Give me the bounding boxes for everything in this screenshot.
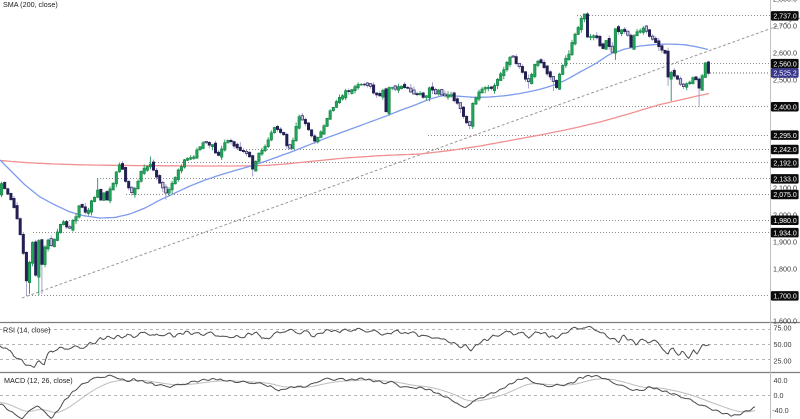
svg-text:1,700.0: 1,700.0	[773, 294, 796, 301]
svg-text:2,242.0: 2,242.0	[773, 147, 796, 154]
svg-text:2,800.0: 2,800.0	[773, 0, 797, 3]
svg-text:40.0: 40.0	[774, 376, 788, 385]
svg-text:-40.0: -40.0	[772, 406, 788, 415]
svg-text:75.00: 75.00	[774, 323, 792, 332]
svg-text:2,100.0: 2,100.0	[773, 183, 797, 192]
svg-text:50.00: 50.00	[774, 340, 792, 349]
svg-text:2,600.0: 2,600.0	[773, 48, 797, 57]
svg-text:1,900.0: 1,900.0	[773, 237, 797, 246]
svg-text:2,737.0: 2,737.0	[773, 14, 796, 21]
svg-text:1,934.0: 1,934.0	[773, 230, 796, 237]
svg-text:2,400.0: 2,400.0	[773, 105, 796, 112]
svg-text:2,500.0: 2,500.0	[773, 75, 797, 84]
svg-text:MACD (12, 26, close): MACD (12, 26, close)	[4, 376, 73, 385]
svg-text:RSI (14, close): RSI (14, close)	[3, 325, 51, 334]
svg-text:2,075.0: 2,075.0	[773, 192, 796, 199]
svg-text:1,980.0: 1,980.0	[773, 218, 796, 225]
svg-text:1,600.0: 1,600.0	[773, 317, 797, 326]
svg-text:SMA (200, close): SMA (200, close)	[3, 0, 58, 9]
svg-text:2,295.0: 2,295.0	[773, 133, 796, 140]
svg-text:2,525.2: 2,525.2	[773, 71, 796, 78]
svg-text:25.00: 25.00	[774, 356, 792, 365]
svg-text:2,700.0: 2,700.0	[773, 21, 797, 30]
svg-text:1,800.0: 1,800.0	[773, 264, 797, 273]
svg-text:2,560.0: 2,560.0	[773, 61, 796, 68]
svg-text:0.0: 0.0	[774, 391, 784, 400]
svg-text:2,192.0: 2,192.0	[773, 161, 796, 168]
svg-text:2,133.0: 2,133.0	[773, 177, 796, 184]
svg-text:2,000.0: 2,000.0	[773, 210, 797, 219]
